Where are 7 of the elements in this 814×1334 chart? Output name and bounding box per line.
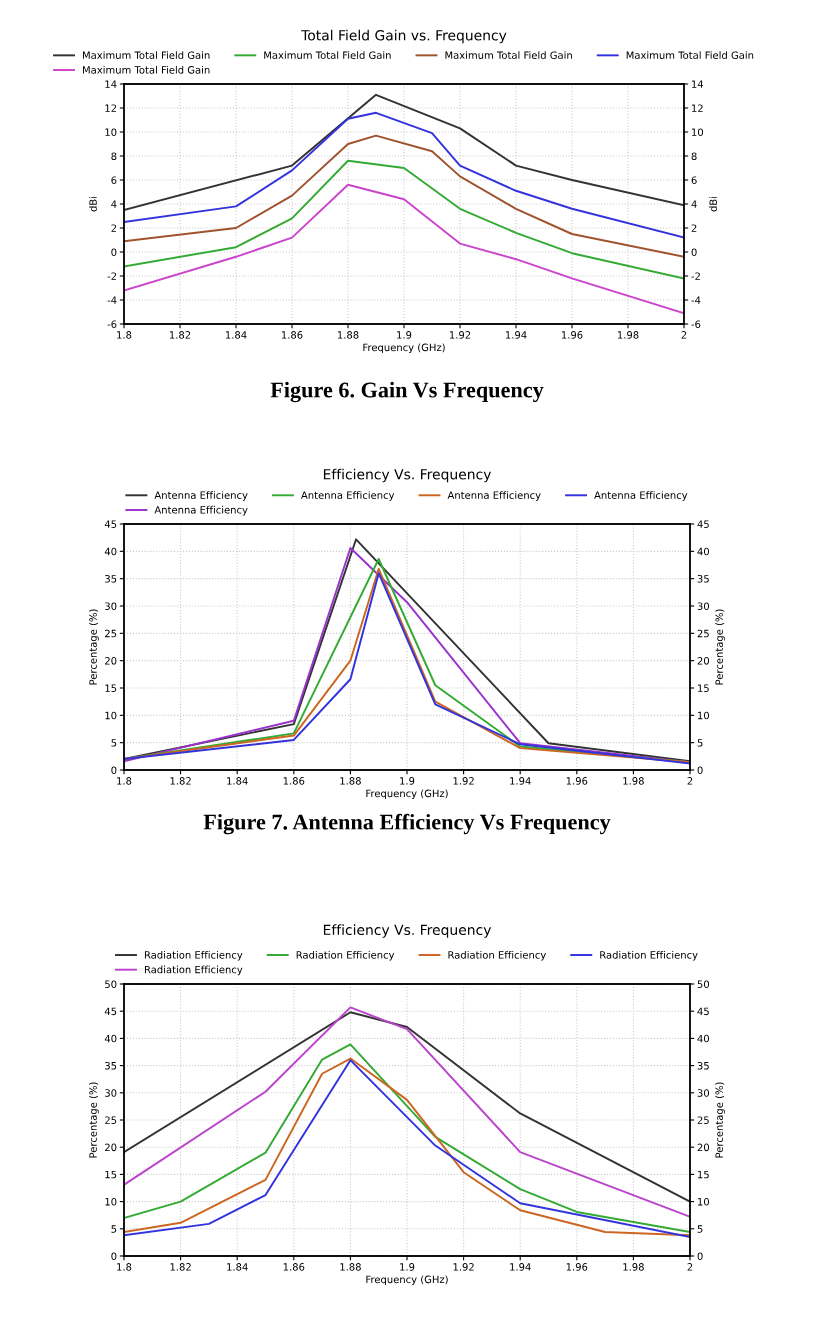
caption: Figure 7. Antenna Efficiency Vs Frequency [203, 813, 611, 835]
line-series [124, 93, 684, 211]
line-series [124, 183, 684, 315]
line-series [124, 134, 684, 258]
line-series [124, 111, 684, 239]
line-series [124, 159, 684, 280]
caption: Figure 6. Gain Vs Frequency [270, 381, 544, 403]
